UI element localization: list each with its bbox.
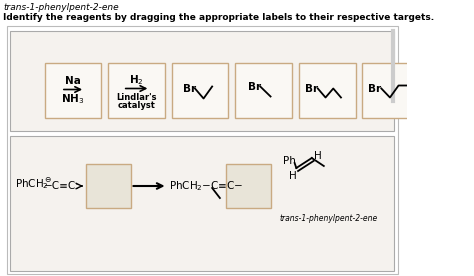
Text: Br: Br: [305, 84, 318, 94]
FancyBboxPatch shape: [10, 136, 394, 271]
FancyBboxPatch shape: [10, 31, 394, 131]
FancyBboxPatch shape: [172, 63, 228, 118]
FancyBboxPatch shape: [236, 63, 292, 118]
FancyBboxPatch shape: [226, 164, 271, 208]
Text: trans-1-phenylpent-2-ene: trans-1-phenylpent-2-ene: [3, 3, 119, 12]
FancyBboxPatch shape: [299, 63, 356, 118]
FancyBboxPatch shape: [108, 63, 165, 118]
Text: H: H: [290, 171, 297, 181]
Text: Br: Br: [183, 84, 196, 94]
Text: ⊖: ⊖: [44, 176, 50, 184]
Text: PhCH$_2$−C≡C−: PhCH$_2$−C≡C−: [169, 179, 244, 193]
Text: Identify the reagents by dragging the appropriate labels to their respective tar: Identify the reagents by dragging the ap…: [3, 13, 435, 22]
Text: Lindlar's: Lindlar's: [116, 93, 157, 102]
Text: H: H: [313, 151, 321, 161]
Text: trans-1-phenylpent-2-ene: trans-1-phenylpent-2-ene: [279, 214, 377, 223]
Text: H$_2$: H$_2$: [129, 74, 144, 87]
Text: Ph: Ph: [283, 156, 296, 166]
Text: catalyst: catalyst: [118, 101, 155, 110]
FancyBboxPatch shape: [45, 63, 101, 118]
FancyBboxPatch shape: [86, 164, 130, 208]
Text: −C≡C:: −C≡C:: [44, 181, 80, 191]
Text: NH$_3$: NH$_3$: [61, 93, 85, 107]
Text: Br: Br: [248, 81, 261, 92]
FancyBboxPatch shape: [363, 63, 419, 118]
Text: Br: Br: [368, 84, 382, 94]
FancyBboxPatch shape: [7, 26, 398, 274]
Text: Na: Na: [65, 76, 81, 86]
Text: PhCH$_2$: PhCH$_2$: [16, 177, 49, 191]
